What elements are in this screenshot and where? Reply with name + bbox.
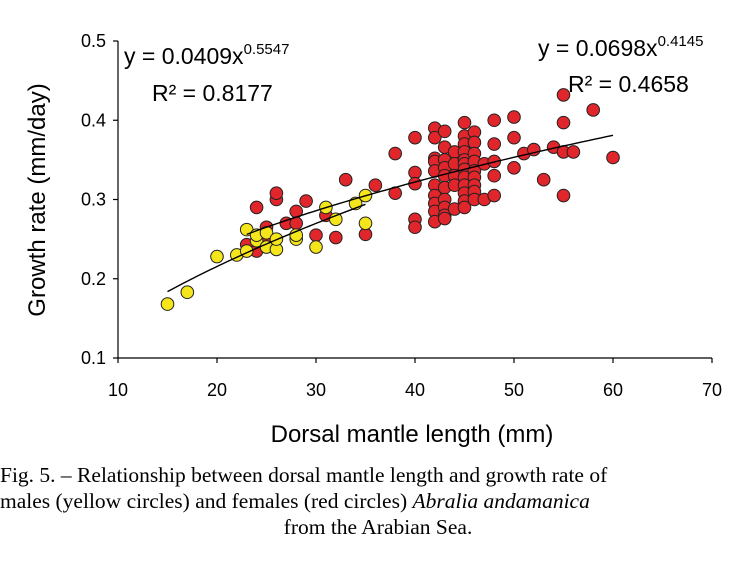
scatter-chart: 0.1 0.2 0.3 0.4 0.5 10 20 30 40 50 60 70 Dorsal ma… — [24, 31, 722, 448]
x-tick-label: 70 — [702, 380, 722, 400]
female-point — [388, 146, 403, 161]
female-trendline — [246, 134, 614, 236]
figure-caption: Fig. 5. – Relationship between dorsal ma… — [0, 462, 756, 540]
female-point — [408, 130, 422, 145]
male-point — [358, 216, 373, 231]
female-point — [437, 124, 452, 139]
female-point — [556, 115, 571, 130]
female-point — [329, 230, 343, 245]
left-equation-base: y = 0.0409x — [124, 43, 244, 69]
caption-line-2-text: males (yellow circles) and females (red … — [0, 489, 413, 513]
caption-line-3: from the Arabian Sea. — [283, 515, 473, 539]
left-equation-exponent: 0.5547 — [244, 41, 290, 58]
y-tick-label: 0.5 — [81, 31, 106, 51]
data-points — [160, 88, 620, 311]
female-point — [457, 200, 472, 215]
female-point — [536, 172, 551, 187]
trendlines — [167, 134, 614, 293]
female-point — [566, 145, 581, 159]
x-tick-label: 10 — [108, 380, 128, 400]
female-point — [487, 188, 502, 203]
female-point — [487, 137, 502, 151]
male-point — [160, 297, 175, 311]
female-point — [338, 172, 353, 187]
x-tick-label: 50 — [504, 380, 524, 400]
x-axis-title: Dorsal mantle length (mm) — [271, 421, 554, 448]
female-point — [249, 200, 264, 215]
female-point — [299, 194, 313, 208]
left-r-squared: R² = 0.8177 — [152, 80, 273, 106]
right-r-squared: R² = 0.4658 — [568, 71, 689, 97]
right-equation-exponent: 0.4145 — [658, 33, 704, 50]
male-point — [210, 249, 224, 264]
caption-line-1: Fig. 5. – Relationship between dorsal ma… — [0, 463, 608, 487]
female-point — [556, 88, 571, 102]
female-point — [309, 228, 323, 242]
y-tick-label: 0.1 — [81, 348, 106, 368]
male-point — [309, 240, 323, 254]
left-equation: y = 0.0409x0.5547 — [124, 41, 289, 69]
female-point — [606, 150, 620, 165]
x-tick-label: 40 — [405, 380, 425, 400]
y-tick-label: 0.2 — [81, 269, 106, 289]
x-tick-label: 60 — [603, 380, 623, 400]
female-point — [408, 220, 422, 235]
male-points — [160, 188, 373, 311]
tick-marks — [113, 40, 713, 363]
female-point — [487, 168, 502, 183]
female-point — [586, 103, 601, 117]
x-tick-label: 30 — [306, 380, 326, 400]
female-points — [239, 88, 620, 258]
x-tick-labels: 10 20 30 40 50 60 70 — [108, 380, 722, 400]
female-point — [507, 161, 521, 175]
female-point — [457, 115, 472, 130]
y-tick-labels: 0.1 0.2 0.3 0.4 0.5 — [81, 31, 106, 368]
caption-line-2: males (yellow circles) and females (red … — [0, 488, 756, 514]
female-point — [437, 211, 452, 226]
male-trendline — [167, 203, 366, 293]
right-equation-base: y = 0.0698x — [538, 35, 658, 61]
x-tick-label: 20 — [207, 380, 227, 400]
female-point — [487, 113, 502, 128]
female-point — [507, 130, 521, 145]
female-point — [507, 110, 521, 124]
male-point — [180, 285, 195, 300]
female-point — [269, 186, 284, 200]
y-tick-label: 0.4 — [81, 110, 106, 130]
female-point — [428, 130, 442, 145]
right-equation: y = 0.0698x0.4145 — [538, 33, 703, 61]
y-axis-title: Growth rate (mm/day) — [24, 83, 51, 316]
caption-species-name: Abralia andamanica — [412, 489, 590, 513]
female-point — [368, 178, 383, 193]
female-point — [556, 188, 571, 203]
y-tick-label: 0.3 — [81, 190, 106, 210]
